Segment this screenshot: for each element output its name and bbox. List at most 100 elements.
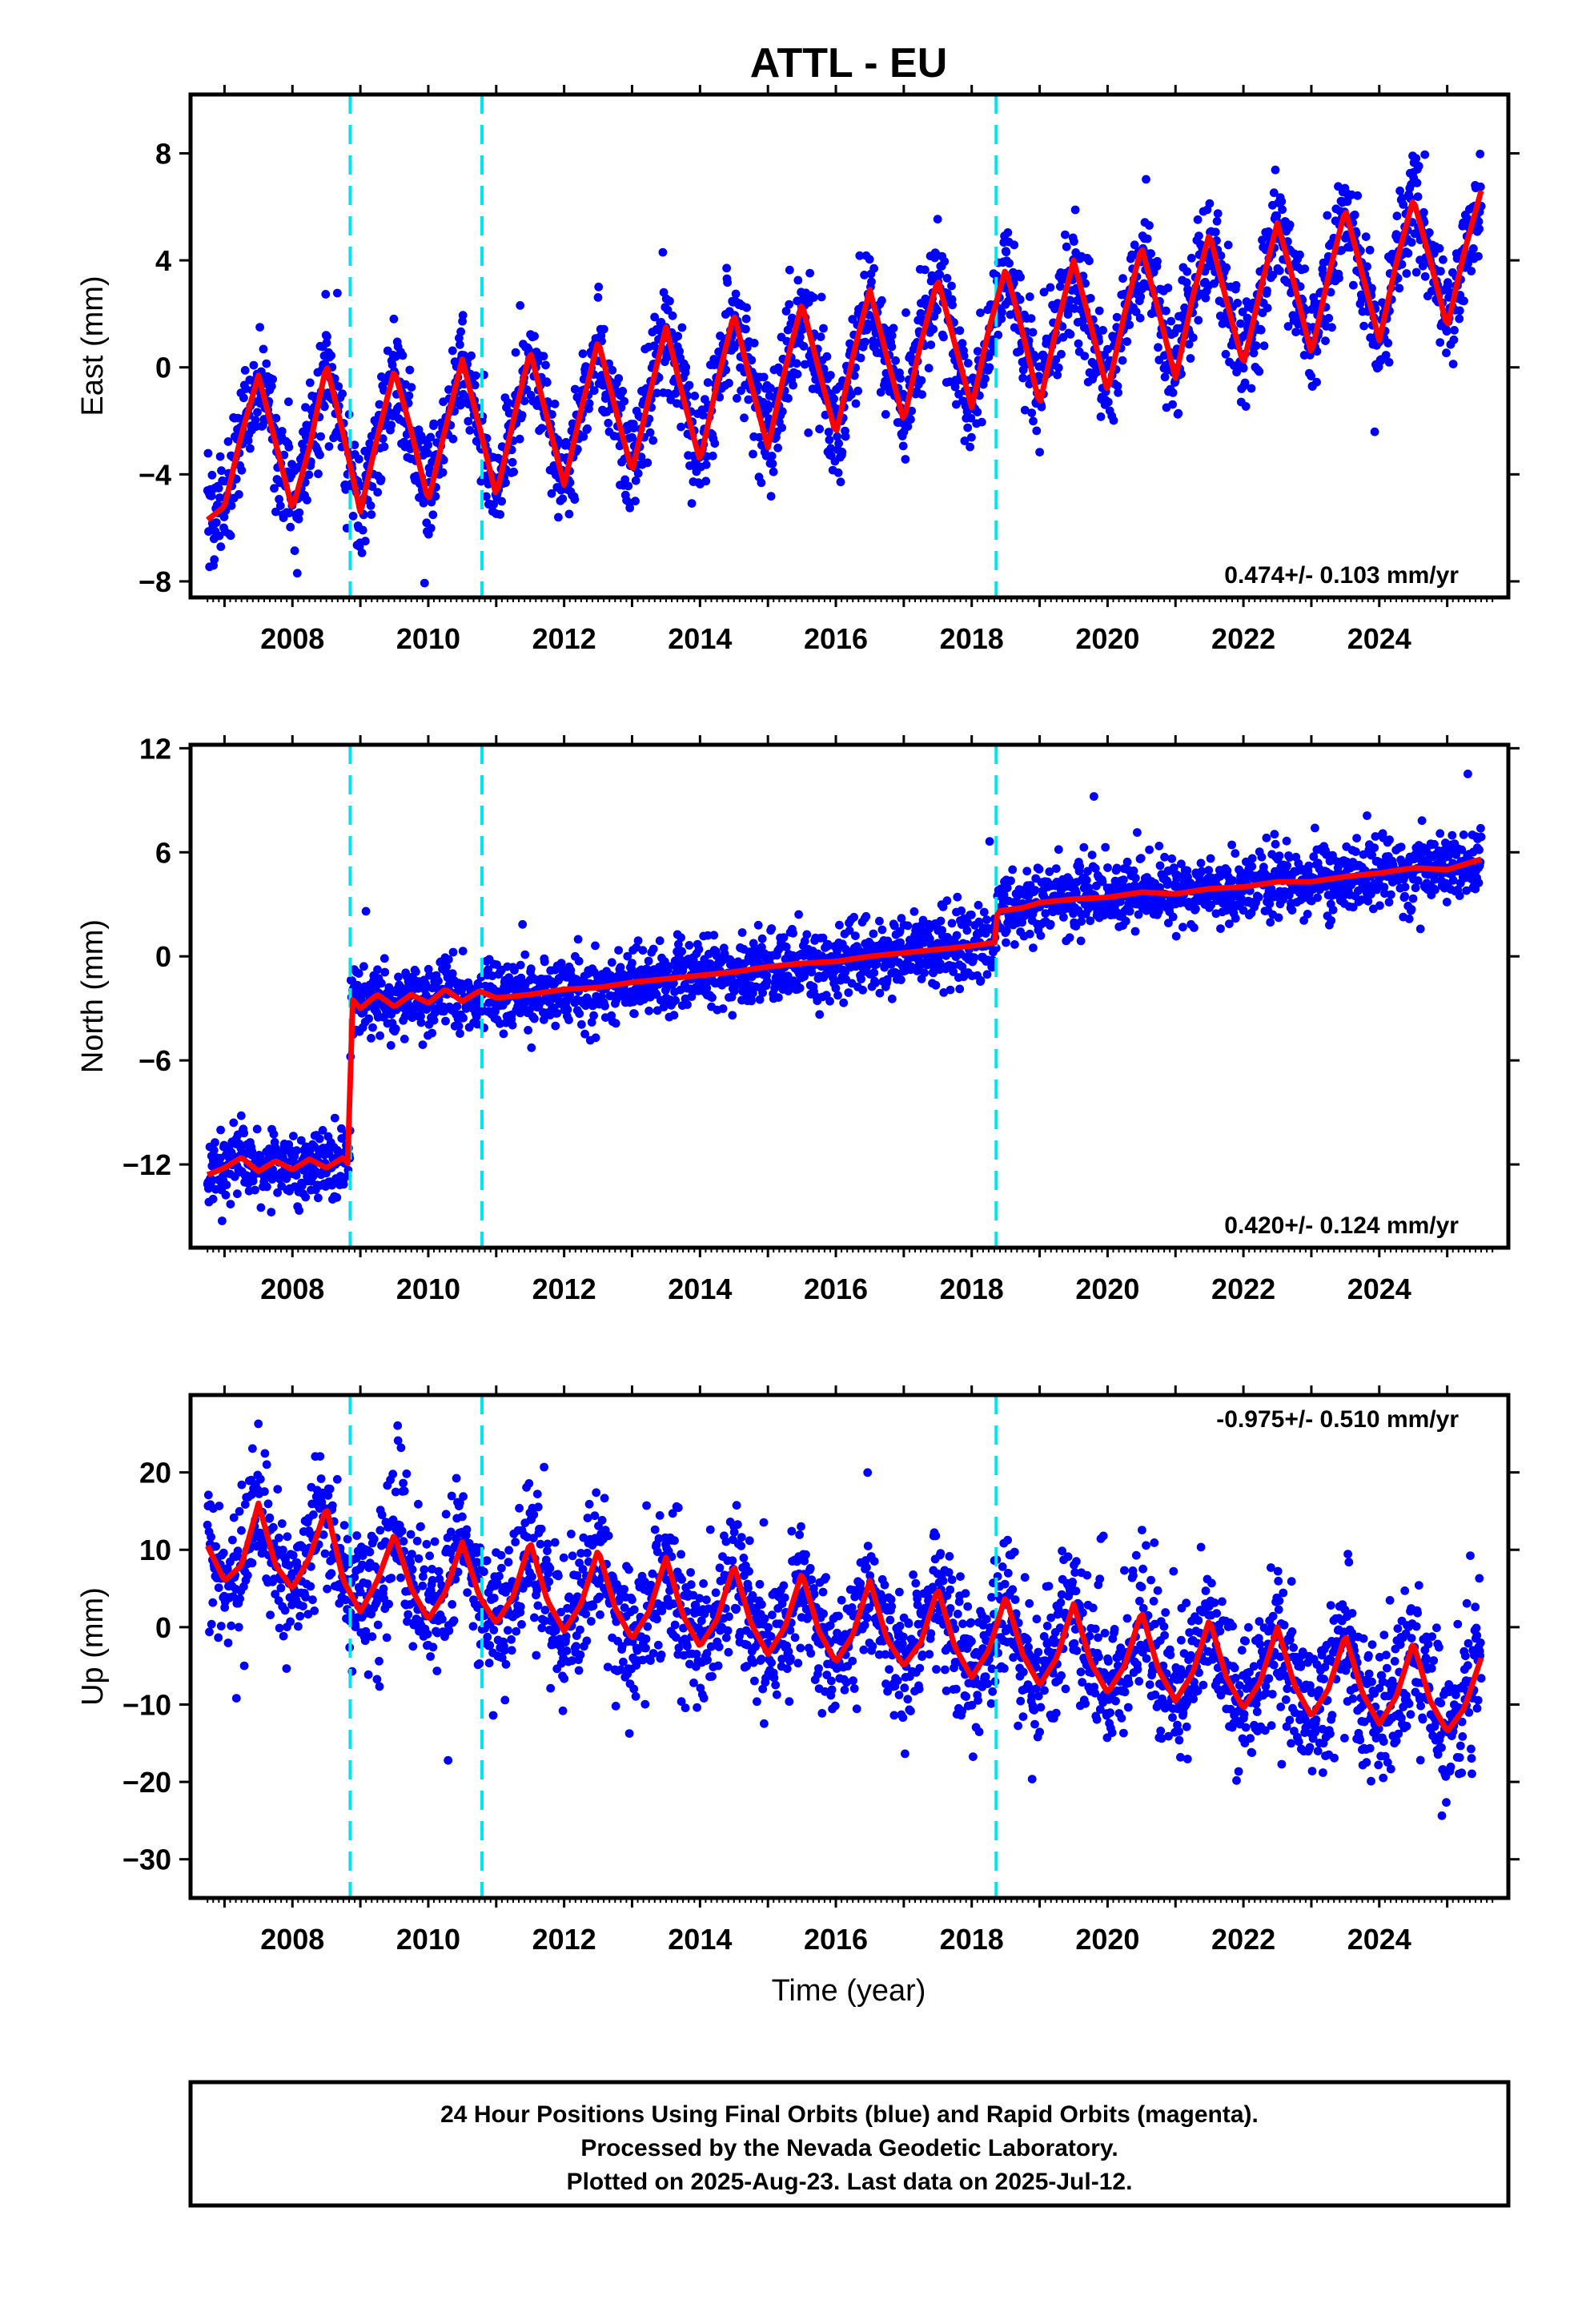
east-point: [853, 386, 862, 396]
north-point: [982, 915, 991, 924]
north-point: [518, 919, 528, 929]
east-point: [429, 419, 439, 428]
north-point: [614, 946, 623, 955]
north-point: [1168, 912, 1178, 922]
east-point: [376, 475, 386, 484]
east-point: [1256, 325, 1266, 335]
east-point: [869, 263, 878, 273]
east-point: [294, 514, 303, 524]
north-point: [648, 944, 658, 954]
east-point: [1125, 320, 1134, 329]
east-point: [431, 492, 440, 501]
north-point: [263, 1182, 271, 1192]
east-point: [448, 434, 458, 444]
north-point: [851, 931, 860, 940]
east-point: [470, 380, 480, 390]
north-point: [236, 1111, 246, 1120]
north-point: [573, 935, 583, 944]
east-point: [1070, 237, 1078, 246]
east-point: [1291, 328, 1300, 336]
north-point: [441, 1016, 450, 1026]
east-point: [1182, 267, 1192, 276]
north-point: [252, 1124, 262, 1134]
north-point: [849, 912, 858, 922]
north-point: [239, 1128, 249, 1138]
east-point: [1168, 388, 1178, 397]
north-point: [516, 960, 525, 970]
east-point: [367, 482, 377, 491]
east-point: [1211, 227, 1220, 237]
east-point: [1295, 250, 1304, 259]
north-point: [380, 967, 390, 977]
north-point: [1178, 923, 1187, 932]
east-point: [324, 442, 334, 451]
north-point: [394, 972, 403, 982]
east-point: [295, 508, 304, 517]
north-point: [815, 1010, 825, 1019]
east-point: [1407, 238, 1416, 247]
east-point: [955, 326, 965, 336]
east-point: [898, 441, 908, 451]
north-point: [418, 1040, 428, 1049]
east-point: [286, 522, 295, 532]
north-point: [1065, 933, 1074, 943]
north-point: [454, 1021, 464, 1031]
east-point: [891, 356, 900, 365]
east-point: [404, 391, 414, 400]
east-point: [583, 424, 592, 433]
east-point: [579, 432, 588, 441]
north-point: [970, 953, 979, 963]
east-point: [1136, 292, 1146, 301]
east-point: [768, 459, 777, 468]
east-point: [826, 371, 835, 380]
east-point: [271, 507, 280, 517]
east-point: [1353, 191, 1363, 200]
east-point: [456, 327, 465, 336]
east-point: [428, 510, 438, 520]
north-point: [429, 1015, 439, 1025]
east-point: [275, 501, 285, 510]
east-point: [926, 340, 936, 349]
east-point: [1002, 247, 1011, 257]
east-point: [1080, 352, 1090, 360]
north-point: [753, 920, 763, 930]
east-point: [681, 363, 691, 372]
east-point: [917, 376, 926, 385]
east-point: [793, 369, 802, 379]
east-point: [759, 372, 769, 382]
east-point: [741, 314, 751, 324]
east-point: [741, 324, 750, 334]
north-point: [1006, 876, 1015, 886]
east-point: [550, 400, 560, 408]
north-point: [267, 1208, 276, 1216]
east-point: [896, 374, 905, 383]
east-point: [1403, 248, 1413, 258]
north-point: [757, 934, 767, 943]
east-point: [1436, 267, 1445, 276]
east-point: [701, 460, 711, 469]
east-point: [210, 555, 219, 565]
east-point: [398, 351, 408, 360]
east-point: [804, 428, 813, 437]
east-point: [235, 490, 243, 499]
east-x-tick-label: 2018: [940, 622, 1004, 655]
east-point: [789, 380, 797, 390]
north-point: [367, 1034, 375, 1043]
east-point: [387, 420, 396, 430]
north-point: [858, 985, 867, 995]
east-point: [1455, 306, 1464, 316]
north-point: [591, 1033, 600, 1043]
east-point: [1327, 323, 1336, 332]
north-point: [379, 954, 389, 963]
east-point: [1384, 358, 1394, 367]
east-point: [815, 424, 824, 434]
east-point: [1027, 408, 1037, 417]
north-point: [530, 1014, 539, 1023]
east-point: [320, 402, 329, 412]
east-point: [327, 351, 335, 360]
north-point: [920, 968, 929, 978]
east-point: [255, 323, 264, 332]
north-point: [607, 958, 616, 967]
east-point: [668, 311, 677, 320]
east-point: [740, 413, 749, 423]
